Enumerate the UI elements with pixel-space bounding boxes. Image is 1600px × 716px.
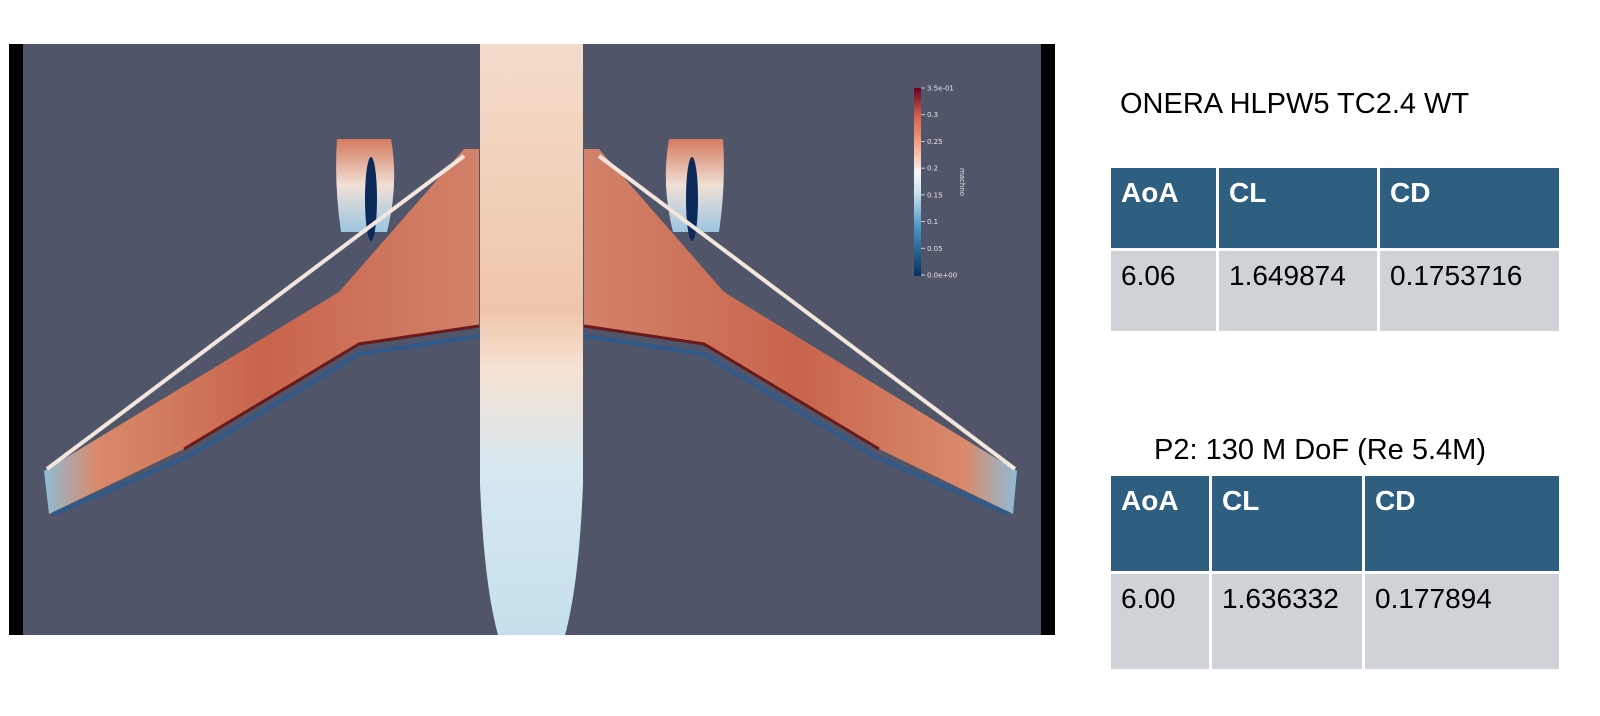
table-header-row: AoA CL CD (1111, 476, 1559, 571)
table-row: 6.00 1.636332 0.177894 (1111, 574, 1559, 669)
colorbar-label: machno (958, 168, 966, 196)
cell-cd: 0.177894 (1365, 574, 1559, 669)
table-header-row: AoA CL CD (1111, 168, 1559, 248)
colorbar-tick-label: 0.05 (927, 245, 943, 253)
cell-cl: 1.649874 (1219, 251, 1377, 331)
colorbar: 3.5e-01 0.3 0.25 0.2 0.15 0.1 0.05 0.0e+00 mach… (914, 85, 966, 280)
results-table-1: AoA CL CD 6.06 1.649874 0.1753716 (1108, 165, 1562, 334)
left-nacelle (336, 139, 395, 241)
table-row: 6.06 1.649874 0.1753716 (1111, 251, 1559, 331)
header-aoa: AoA (1111, 476, 1209, 571)
right-wing (583, 149, 1017, 516)
header-cd: CD (1365, 476, 1559, 571)
results-table-2: AoA CL CD 6.00 1.636332 0.177894 (1108, 473, 1562, 672)
colorbar-tick-label: 0.3 (927, 111, 938, 119)
header-cl: CL (1219, 168, 1377, 248)
cell-cl: 1.636332 (1212, 574, 1362, 669)
fuselage (480, 44, 583, 635)
colorbar-tick-label: 0.2 (927, 165, 938, 173)
right-nacelle (665, 139, 724, 241)
panel1-title: ONERA HLPW5 TC2.4 WT (1120, 88, 1470, 120)
colorbar-tick-label: 3.5e-01 (927, 85, 954, 93)
cell-aoa: 6.06 (1111, 251, 1216, 331)
panel2-title: P2: 130 M DoF (Re 5.4M) (1154, 434, 1486, 466)
cfd-mach-visualization: 3.5e-01 0.3 0.25 0.2 0.15 0.1 0.05 0.0e+00 mach… (9, 44, 1055, 635)
colorbar-tick-label: 0.1 (927, 218, 938, 226)
cell-cd: 0.1753716 (1380, 251, 1559, 331)
colorbar-tick-label: 0.25 (927, 138, 943, 146)
header-cl: CL (1212, 476, 1362, 571)
colorbar-tick-label: 0.0e+00 (927, 272, 957, 280)
header-cd: CD (1380, 168, 1559, 248)
colorbar-gradient (914, 88, 921, 276)
left-wing (44, 149, 480, 516)
colorbar-tick-label: 0.15 (927, 191, 943, 199)
header-aoa: AoA (1111, 168, 1216, 248)
cell-aoa: 6.00 (1111, 574, 1209, 669)
